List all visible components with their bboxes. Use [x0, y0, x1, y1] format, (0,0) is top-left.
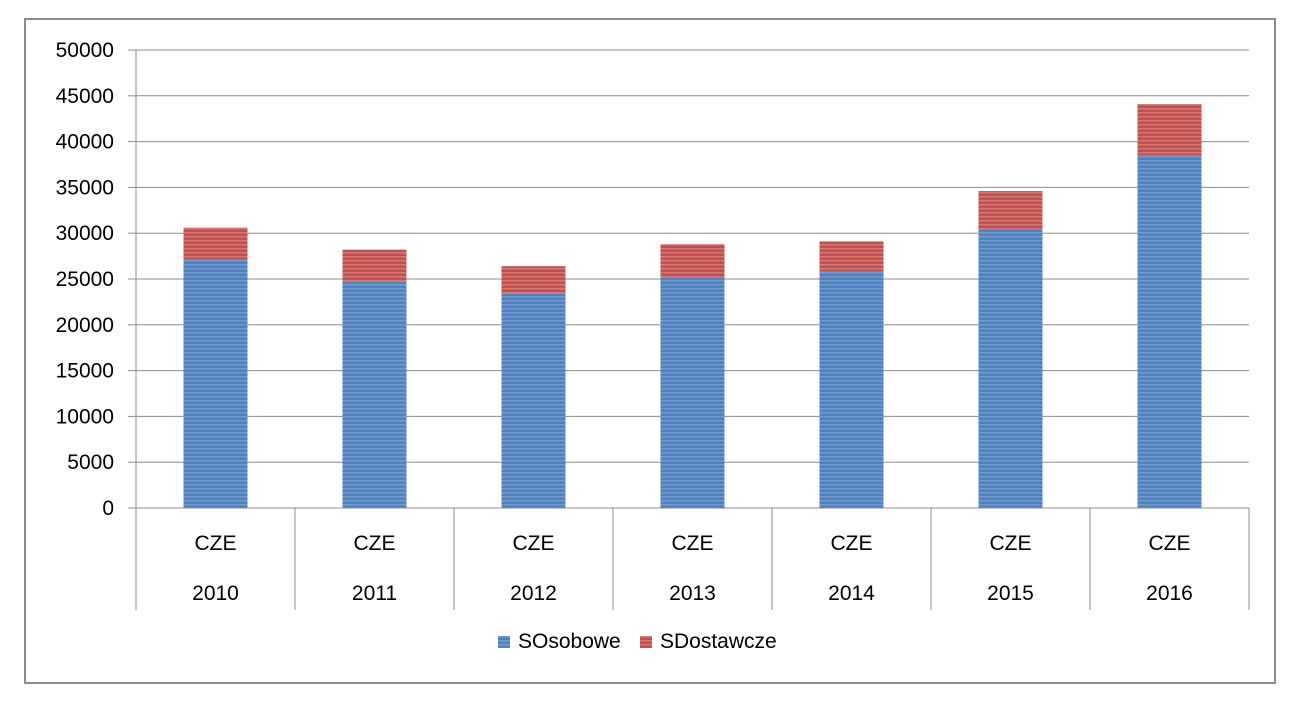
y-tick-label: 0	[102, 497, 114, 520]
stacked-bar-chart: 0 5000 10000 15000 20000 25000 30000 35000 40000…	[56, 39, 1250, 653]
legend-swatch-sosobowe	[498, 636, 510, 648]
bar-sosobowe-2014	[819, 271, 884, 508]
bar-sosobowe-2016	[1137, 155, 1202, 508]
bar-sdostawcze-2014	[819, 241, 884, 272]
y-axis-tick-labels: 0 5000 10000 15000 20000 25000 30000 35000 40000…	[56, 39, 114, 520]
x-category-year-label: 2010	[192, 582, 239, 605]
bar-sdostawcze-2016	[1137, 104, 1202, 156]
x-category-year-label: 2013	[669, 582, 716, 605]
y-tick-label: 30000	[56, 222, 114, 245]
x-category-country-label: CZE	[831, 532, 873, 555]
bar-sosobowe-2015	[978, 229, 1043, 508]
y-tick-label: 35000	[56, 176, 114, 199]
x-category-year-label: 2016	[1146, 582, 1193, 605]
x-category-country-label: CZE	[1149, 532, 1191, 555]
x-category-country-label: CZE	[354, 532, 396, 555]
y-tick-label: 20000	[56, 314, 114, 337]
bars	[183, 104, 1202, 508]
x-category-country-label: CZE	[195, 532, 237, 555]
chart-frame: 0 5000 10000 15000 20000 25000 30000 35000 40000…	[24, 18, 1276, 684]
x-category-year-label: 2012	[510, 582, 557, 605]
y-tick-label: 45000	[56, 85, 114, 108]
y-tick-label: 15000	[56, 360, 114, 383]
bar-sosobowe-2013	[660, 277, 725, 508]
x-axis: CZE 2010 CZE 2011 CZE 2012 CZE 2013 CZE 2014 CZE 20…	[135, 507, 1250, 610]
y-tick-label: 50000	[56, 39, 114, 62]
bar-sdostawcze-2011	[342, 249, 407, 282]
y-tick-label: 5000	[67, 451, 114, 474]
x-category-country-label: CZE	[672, 532, 714, 555]
legend-swatch-sdostawcze	[640, 636, 652, 648]
y-tick-label: 40000	[56, 131, 114, 154]
x-category-year-label: 2011	[352, 582, 397, 605]
legend-label-sosobowe: SOsobowe	[518, 630, 621, 653]
y-tick-label: 25000	[56, 268, 114, 291]
legend-label-sdostawcze: SDostawcze	[660, 630, 777, 653]
bar-sdostawcze-2012	[501, 266, 566, 294]
legend: SOsobowe SDostawcze	[498, 630, 777, 653]
bar-sdostawcze-2015	[978, 191, 1043, 230]
bar-sosobowe-2010	[183, 259, 248, 508]
bar-sdostawcze-2013	[660, 244, 725, 278]
bar-sosobowe-2012	[501, 293, 566, 508]
x-category-country-label: CZE	[990, 532, 1032, 555]
x-category-year-label: 2015	[987, 582, 1034, 605]
x-category-year-label: 2014	[828, 582, 875, 605]
y-tick-label: 10000	[56, 405, 114, 428]
x-category-country-label: CZE	[513, 532, 555, 555]
bar-sdostawcze-2010	[183, 227, 248, 260]
bar-sosobowe-2011	[342, 281, 407, 508]
